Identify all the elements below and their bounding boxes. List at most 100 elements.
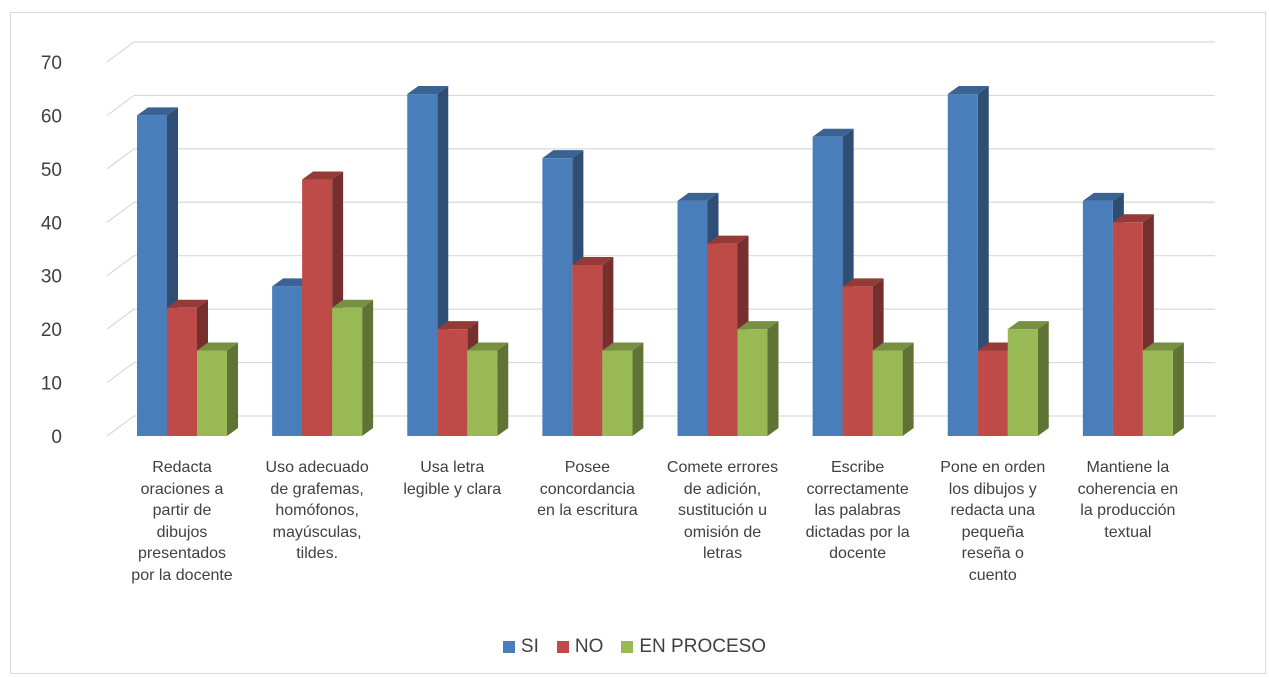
- x-tick-label-line: mayúsculas,: [272, 523, 362, 541]
- bar-side: [902, 342, 914, 436]
- x-tick-label: Usa letra legible y clara: [391, 457, 513, 500]
- x-tick-label-line: Pone en orden: [940, 459, 1046, 476]
- x-tick-label-line: de grafemas,: [270, 480, 364, 498]
- x-tick-label-line: cuento: [968, 566, 1017, 584]
- bar-front: [437, 329, 468, 436]
- chart-legend: SI NO EN PROCESO: [0, 636, 1269, 658]
- bar-en-proceso-7: [1007, 321, 1049, 436]
- y-tick-label: 20: [41, 320, 62, 341]
- bar-front: [302, 179, 333, 436]
- x-tick-label-line: coherencia en: [1077, 480, 1179, 498]
- bar-top: [542, 150, 584, 159]
- bar-side: [1037, 321, 1049, 436]
- bar-top: [437, 321, 479, 330]
- x-tick-label-line: la producción: [1080, 502, 1176, 519]
- y-tick-label: 60: [41, 106, 62, 127]
- x-tick-label-line: pequeña: [961, 523, 1024, 541]
- bar-top: [332, 299, 374, 308]
- x-tick-label: Escribe correctamente las palabras dictadas…: [797, 457, 919, 565]
- bar-side: [362, 299, 374, 436]
- x-tick-label: Posee concordancia en la escritura: [526, 457, 648, 522]
- x-tick-label-line: en la escritura: [537, 502, 638, 519]
- legend-label: SI: [520, 636, 539, 657]
- x-tick-label-line: las palabras: [814, 502, 901, 519]
- bar-front: [572, 265, 603, 436]
- bar-en-proceso-5: [737, 321, 779, 436]
- x-tick-label-line: omisión de: [683, 523, 762, 541]
- bar-top: [167, 299, 208, 308]
- gridline-40: [106, 201, 1215, 223]
- bar-top: [137, 107, 178, 116]
- bar-top: [572, 257, 614, 266]
- x-tick-label-line: tildes.: [296, 545, 339, 562]
- bar-top: [1082, 192, 1124, 201]
- bar-side: [227, 342, 238, 436]
- bar-side: [767, 321, 779, 436]
- bar-top: [707, 235, 749, 244]
- x-tick-label-line: redacta una: [950, 502, 1035, 519]
- bar-en-proceso-2: [332, 299, 374, 436]
- x-tick-label-line: Uso adecuado: [265, 459, 369, 476]
- bar-front: [137, 115, 167, 437]
- legend-label: NO: [574, 636, 604, 657]
- bar-en-proceso-1: [197, 342, 238, 436]
- bar-top: [302, 171, 344, 180]
- x-tick-label-line: dictadas por la: [805, 523, 910, 541]
- bar-en-proceso-6: [872, 342, 914, 436]
- x-tick-label-line: Redacta: [152, 459, 212, 476]
- bar-en-proceso-4: [602, 342, 644, 436]
- bar-en-proceso-8: [1142, 342, 1184, 436]
- bar-top: [1007, 321, 1049, 330]
- x-tick-label: Comete errores de adición, sustitución u om…: [662, 457, 784, 565]
- bar-front: [332, 307, 363, 436]
- bar-front: [707, 243, 738, 436]
- x-tick-label-line: textual: [1104, 523, 1152, 541]
- y-tick-label: 40: [41, 213, 62, 234]
- x-tick-label-line: de adición,: [683, 480, 762, 498]
- bar-top: [467, 342, 509, 351]
- bar-side: [1172, 342, 1184, 436]
- x-tick-label-line: homófonos,: [275, 502, 359, 519]
- bar-top: [677, 192, 719, 201]
- bar-si-7: [947, 86, 989, 436]
- x-tick-label-line: sustitución u: [678, 502, 767, 519]
- bar-front: [947, 94, 978, 436]
- bar-side: [497, 342, 509, 436]
- bar-top: [1112, 214, 1154, 223]
- x-tick-label-line: correctamente: [806, 480, 909, 498]
- legend-item: SI: [502, 636, 539, 658]
- bar-top: [812, 128, 854, 137]
- bar-front: [977, 350, 1008, 436]
- x-tick-label-line: legible y clara: [403, 480, 502, 498]
- bar-front: [167, 307, 197, 436]
- x-tick-label: Mantiene la coherencia en la producción tex…: [1067, 457, 1189, 543]
- bar-en-proceso-3: [467, 342, 509, 436]
- x-tick-label-line: los dibujos y: [948, 480, 1037, 498]
- x-tick-label: Pone en orden los dibujos y redacta una peq…: [932, 457, 1054, 586]
- x-tick-label-line: reseña o: [961, 545, 1024, 562]
- x-tick-label: Redacta oraciones a partir de dibujos presen…: [121, 457, 243, 586]
- bar-side: [632, 342, 644, 436]
- bar-front: [602, 350, 633, 436]
- bar-top: [602, 342, 644, 351]
- legend-swatch: [502, 641, 515, 653]
- x-tick-label-line: por la docente: [131, 566, 233, 584]
- bar-front: [1007, 329, 1038, 436]
- bar-front: [407, 94, 438, 436]
- y-tick-label: 50: [41, 160, 62, 181]
- gridline-70: [106, 41, 1215, 63]
- bar-front: [272, 286, 303, 436]
- legend-item: EN PROCESO: [621, 636, 766, 658]
- y-tick-label: 70: [41, 53, 62, 74]
- legend-swatch: [556, 641, 569, 653]
- x-tick-label-line: dibujos: [156, 523, 208, 541]
- gridline-30: [106, 255, 1215, 277]
- legend-item: NO: [556, 636, 604, 658]
- bar-si-1: [137, 107, 178, 437]
- x-tick-label-line: presentados: [137, 545, 227, 562]
- y-tick-label: 10: [41, 374, 62, 395]
- bar-top: [737, 321, 779, 330]
- x-tick-label-line: Comete errores: [666, 459, 779, 476]
- legend-label: EN PROCESO: [639, 636, 767, 657]
